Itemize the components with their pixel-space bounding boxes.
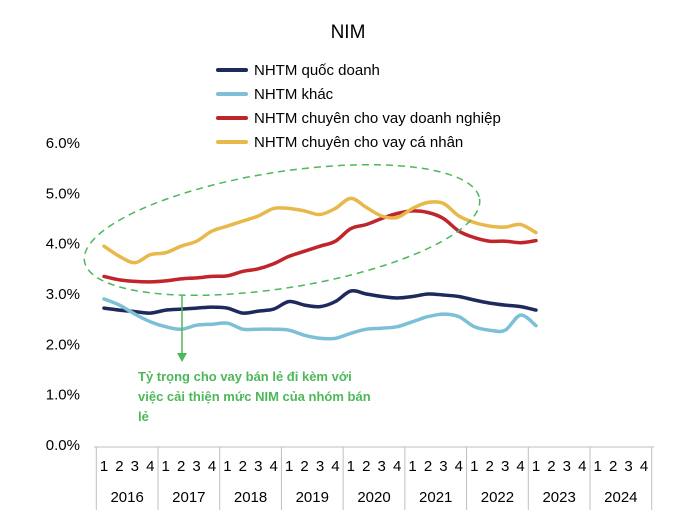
series-lines bbox=[102, 196, 538, 341]
annotation-arrow-head bbox=[177, 353, 187, 362]
x-year-label: 2024 bbox=[604, 489, 637, 506]
series-line-3 bbox=[102, 209, 538, 284]
x-quarter-label: 4 bbox=[331, 458, 339, 475]
x-year-label: 2018 bbox=[234, 489, 267, 506]
x-quarter-label: 1 bbox=[347, 458, 355, 475]
y-tick-label: 5.0% bbox=[46, 185, 80, 202]
y-tick-label: 3.0% bbox=[46, 286, 80, 303]
x-quarter-label: 3 bbox=[624, 458, 632, 475]
series-line-1 bbox=[102, 288, 538, 315]
x-quarter-label: 3 bbox=[254, 458, 262, 475]
x-year-label: 2021 bbox=[419, 489, 452, 506]
chart-title: NIM bbox=[331, 22, 366, 43]
x-quarter-label: 4 bbox=[455, 458, 463, 475]
x-quarter-label: 2 bbox=[486, 458, 494, 475]
x-quarter-label: 2 bbox=[239, 458, 247, 475]
x-quarter-label: 4 bbox=[208, 458, 216, 475]
x-quarter-label: 1 bbox=[532, 458, 540, 475]
legend-label-3: NHTM chuyên cho vay doanh nghiệp bbox=[254, 110, 501, 127]
legend: NHTM quốc doanh NHTM khác NHTM chuyên cho … bbox=[216, 62, 501, 151]
legend-label-1: NHTM quốc doanh bbox=[254, 62, 380, 79]
x-quarter-label: 4 bbox=[578, 458, 586, 475]
x-quarter-label: 2 bbox=[177, 458, 185, 475]
x-quarter-label: 3 bbox=[378, 458, 386, 475]
x-quarter-label: 3 bbox=[131, 458, 139, 475]
y-tick-label: 4.0% bbox=[46, 236, 80, 253]
y-axis: 0.0% 1.0% 2.0% 3.0% 4.0% 5.0% 6.0% bbox=[46, 135, 80, 454]
annotation: Tỷ trọng cho vay bán lẻ đi kèm với việc c… bbox=[83, 163, 481, 424]
series-line-4 bbox=[102, 196, 538, 265]
x-quarter-label: 1 bbox=[223, 458, 231, 475]
x-quarter-label: 3 bbox=[316, 458, 324, 475]
x-quarter-label: 4 bbox=[146, 458, 154, 475]
y-tick-label: 2.0% bbox=[46, 336, 80, 353]
x-year-label: 2016 bbox=[110, 489, 143, 506]
x-quarter-label: 4 bbox=[640, 458, 648, 475]
annotation-text-line: Tỷ trọng cho vay bán lẻ đi kèm với bbox=[138, 369, 352, 384]
x-quarter-label: 1 bbox=[408, 458, 416, 475]
annotation-text-line: việc cải thiện mức NIM của nhóm bán bbox=[138, 389, 371, 404]
series-line-2 bbox=[102, 297, 538, 341]
y-tick-label: 0.0% bbox=[46, 437, 80, 454]
x-quarter-label: 2 bbox=[115, 458, 123, 475]
x-quarter-label: 1 bbox=[594, 458, 602, 475]
x-axis: 1 2 3 4 1 2 3 4 1 2 3 4 1 2 3 4 1 2 3 4 1 2 3 4 1 2 3 4 1 2 3 4 1 2 3 42016… bbox=[94, 446, 654, 510]
x-quarter-label: 2 bbox=[300, 458, 308, 475]
y-tick-label: 1.0% bbox=[46, 387, 80, 404]
x-quarter-label: 4 bbox=[516, 458, 524, 475]
x-quarter-label: 2 bbox=[424, 458, 432, 475]
x-quarter-label: 2 bbox=[547, 458, 555, 475]
x-quarter-label: 1 bbox=[100, 458, 108, 475]
x-quarter-label: 1 bbox=[162, 458, 170, 475]
x-quarter-label: 2 bbox=[362, 458, 370, 475]
x-year-label: 2020 bbox=[357, 489, 390, 506]
x-quarter-label: 2 bbox=[609, 458, 617, 475]
x-year-label: 2022 bbox=[481, 489, 514, 506]
x-year-label: 2023 bbox=[542, 489, 575, 506]
x-quarter-label: 1 bbox=[285, 458, 293, 475]
highlight-ellipse bbox=[83, 163, 481, 297]
x-quarter-label: 3 bbox=[563, 458, 571, 475]
x-quarter-label: 3 bbox=[192, 458, 200, 475]
x-year-label: 2019 bbox=[296, 489, 329, 506]
x-quarter-label: 3 bbox=[501, 458, 509, 475]
x-year-label: 2017 bbox=[172, 489, 205, 506]
x-quarter-label: 3 bbox=[439, 458, 447, 475]
legend-label-4: NHTM chuyên cho vay cá nhân bbox=[254, 134, 463, 151]
y-tick-label: 6.0% bbox=[46, 135, 80, 152]
x-quarter-label: 4 bbox=[393, 458, 401, 475]
x-quarter-label: 1 bbox=[470, 458, 478, 475]
x-quarter-label: 4 bbox=[270, 458, 278, 475]
legend-label-2: NHTM khác bbox=[254, 86, 334, 103]
annotation-text-line: lẻ bbox=[138, 409, 149, 424]
